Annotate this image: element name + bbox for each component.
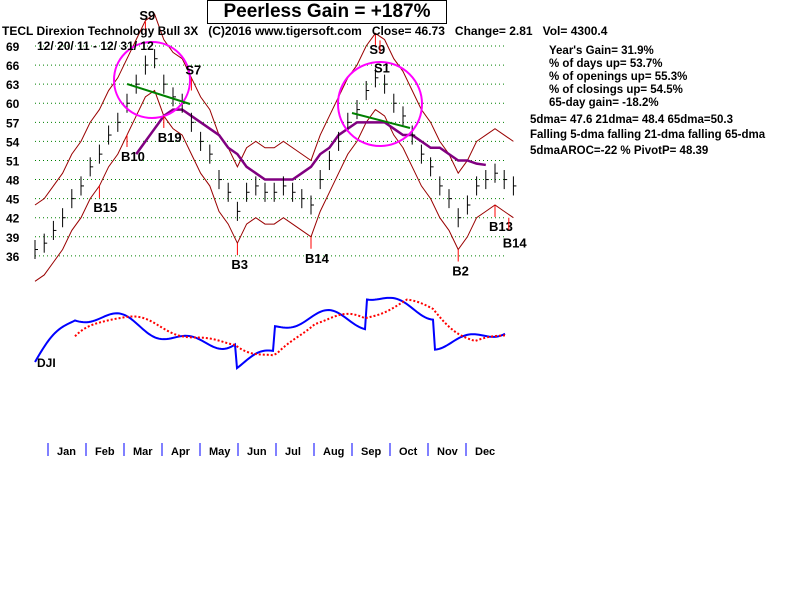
highlight-circle bbox=[337, 61, 423, 147]
signal-label: B15 bbox=[93, 200, 117, 215]
y-tick-label: 39 bbox=[6, 231, 20, 245]
y-tick-label: 60 bbox=[6, 97, 20, 111]
signal-label: B2 bbox=[452, 264, 469, 279]
month-label: Jun bbox=[247, 446, 267, 458]
dma-trend: Falling 5-dma falling 21-dma falling 65-… bbox=[530, 129, 766, 141]
header-row: TECL Direxion Technology Bull 3X (C)2016… bbox=[2, 24, 607, 38]
y-tick-label: 48 bbox=[6, 174, 20, 188]
y-tick-label: 54 bbox=[6, 135, 20, 149]
highlight-circle bbox=[113, 41, 191, 119]
month-label: Sep bbox=[361, 446, 381, 458]
month-label: Oct bbox=[399, 446, 418, 458]
y-tick-label: 57 bbox=[6, 116, 20, 130]
month-label: Mar bbox=[133, 446, 153, 458]
y-tick-label: 42 bbox=[6, 212, 20, 226]
ma65-line bbox=[135, 108, 486, 181]
dji-label: DJI bbox=[37, 356, 56, 370]
month-label: Feb bbox=[95, 446, 115, 458]
signal-label: S9 bbox=[139, 8, 155, 23]
copyright: (C)2016 www.tigersoft.com bbox=[208, 24, 362, 38]
signal-label: S1 bbox=[374, 60, 390, 75]
ticker-title: TECL Direxion Technology Bull 3X bbox=[2, 24, 199, 38]
y-tick-label: 69 bbox=[6, 40, 20, 54]
y-tick-label: 36 bbox=[6, 250, 20, 264]
signal-label: S7 bbox=[185, 63, 201, 78]
signal-label: B10 bbox=[121, 149, 145, 164]
trendline bbox=[126, 83, 191, 105]
dji-line bbox=[34, 296, 506, 370]
signal-label: S9 bbox=[369, 42, 385, 57]
month-label: Nov bbox=[437, 446, 459, 458]
close-value: Close= 46.73 bbox=[371, 24, 445, 38]
signal-label: B19 bbox=[158, 130, 182, 145]
signal-label: B3 bbox=[231, 257, 248, 272]
date-range: 12/ 20/ 11 - 12/ 31/ 12 bbox=[37, 39, 154, 53]
lower-band bbox=[34, 89, 514, 282]
openings-up: % of openings up= 55.3% bbox=[549, 71, 688, 83]
gain-65day: 65-day gain= -18.2% bbox=[549, 97, 659, 109]
days-up: % of days up= 53.7% bbox=[549, 58, 663, 70]
month-label: Apr bbox=[171, 446, 191, 458]
change-value: Change= 2.81 bbox=[454, 24, 533, 38]
month-label: May bbox=[209, 446, 231, 458]
dji-ma-line bbox=[74, 298, 506, 357]
month-label: Jul bbox=[285, 446, 301, 458]
y-tick-label: 51 bbox=[6, 154, 20, 168]
month-label: Jan bbox=[57, 446, 76, 458]
trendline bbox=[351, 112, 411, 129]
signal-label: B14 bbox=[503, 236, 528, 251]
dma-values: 5dma= 47.6 21dma= 48.4 65dma=50.3 bbox=[530, 114, 733, 126]
y-tick-label: 66 bbox=[6, 59, 20, 73]
month-label: Dec bbox=[475, 446, 495, 458]
signal-label: B13 bbox=[489, 219, 513, 234]
month-label: Aug bbox=[323, 446, 344, 458]
years-gain: Year's Gain= 31.9% bbox=[549, 45, 654, 57]
signal-label: B14 bbox=[305, 251, 330, 266]
y-tick-label: 63 bbox=[6, 78, 20, 92]
volume-value: Vol= 4300.4 bbox=[542, 24, 608, 38]
closings-up: % of closings up= 54.5% bbox=[549, 84, 683, 96]
peerless-gain-banner: Peerless Gain = +187% bbox=[207, 0, 447, 24]
aroc-pivot: 5dmaAROC=-22 % PivotP= 48.39 bbox=[530, 145, 709, 157]
y-tick-label: 45 bbox=[6, 193, 20, 207]
